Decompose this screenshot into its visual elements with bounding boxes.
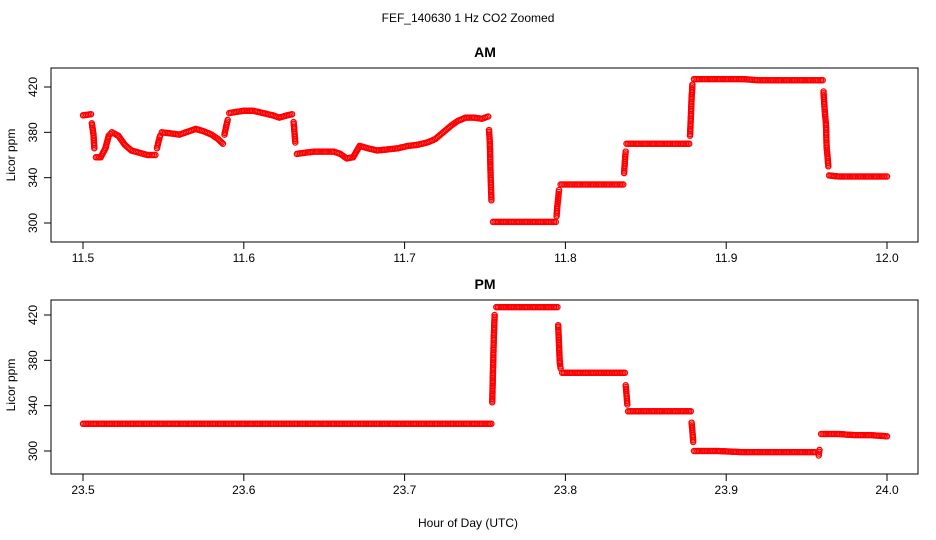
pm-data-point bbox=[621, 369, 629, 377]
am-x-tick-label: 11.9 bbox=[715, 251, 738, 265]
am-data-point bbox=[292, 139, 299, 146]
am-x-tick-label: 11.8 bbox=[554, 251, 577, 265]
am-data-point bbox=[484, 113, 492, 120]
am-data-point bbox=[152, 151, 159, 159]
pm-x-tick-label: 23.9 bbox=[715, 483, 739, 497]
am-y-tick-label: 380 bbox=[26, 122, 40, 142]
am-x-ticks: 11.5 11.6 11.7 11.8 11.9 12.0 bbox=[72, 242, 899, 265]
am-data-point bbox=[87, 110, 95, 118]
am-data-point bbox=[218, 139, 225, 146]
pm-data-points bbox=[79, 303, 891, 459]
pm-x-tick-label: 23.7 bbox=[393, 483, 417, 497]
am-data-point bbox=[685, 140, 693, 147]
pm-x-ticks: 23.5 23.6 23.7 23.8 23.9 24.0 bbox=[71, 474, 899, 497]
figure-title: FEF_140630 1 Hz CO2 Zoomed bbox=[382, 11, 555, 25]
pm-panel-title: PM bbox=[475, 276, 496, 292]
am-data-point bbox=[555, 186, 563, 194]
pm-x-tick-label: 24.0 bbox=[875, 483, 899, 497]
pm-y-ticks: 300 340 380 420 bbox=[26, 305, 51, 461]
am-data-point bbox=[689, 81, 696, 88]
pm-y-tick-label: 340 bbox=[26, 395, 40, 415]
am-data-point bbox=[488, 197, 495, 204]
pm-x-tick-label: 23.6 bbox=[232, 483, 256, 497]
am-plot-frame bbox=[50, 67, 919, 243]
am-data-point bbox=[825, 163, 832, 170]
am-data-point bbox=[91, 144, 98, 152]
am-y-axis-label: Licor ppm bbox=[4, 129, 18, 182]
pm-x-tick-label: 23.8 bbox=[554, 483, 578, 497]
pm-y-tick-label: 420 bbox=[26, 305, 40, 325]
pm-data-point bbox=[488, 420, 495, 428]
pm-data-point bbox=[816, 446, 823, 454]
pm-panel: PM Licor ppm 23.5 23.6 23.7 23.8 23.9 24.0 30… bbox=[4, 276, 919, 497]
am-y-tick-label: 420 bbox=[26, 77, 40, 97]
am-data-point bbox=[622, 148, 629, 155]
x-axis-label: Hour of Day (UTC) bbox=[418, 516, 518, 530]
pm-y-tick-label: 380 bbox=[26, 350, 40, 370]
am-data-point bbox=[883, 173, 891, 180]
am-y-tick-label: 300 bbox=[26, 213, 40, 233]
am-x-tick-label: 12.0 bbox=[875, 251, 899, 265]
pm-data-point bbox=[624, 401, 631, 408]
am-x-tick-label: 11.5 bbox=[72, 251, 95, 265]
pm-x-tick-label: 23.5 bbox=[71, 483, 95, 497]
am-y-tick-label: 340 bbox=[26, 167, 40, 187]
pm-data-point bbox=[491, 311, 498, 319]
am-y-ticks: 300 340 380 420 bbox=[26, 77, 51, 233]
pm-data-point bbox=[554, 303, 561, 311]
am-panel-title: AM bbox=[474, 44, 496, 60]
am-data-point bbox=[819, 76, 826, 84]
pm-y-tick-label: 300 bbox=[26, 441, 40, 461]
am-panel: AM Licor ppm 11.5 11.6 11.7 11.8 11.9 12.0 30… bbox=[4, 44, 919, 265]
pm-data-point bbox=[689, 438, 697, 446]
am-data-point bbox=[620, 181, 627, 188]
pm-data-point bbox=[883, 433, 891, 440]
am-data-point bbox=[219, 140, 227, 147]
am-data-point bbox=[224, 116, 231, 124]
am-x-tick-label: 11.7 bbox=[393, 251, 416, 265]
am-data-point bbox=[156, 132, 164, 139]
am-x-tick-label: 11.6 bbox=[233, 251, 256, 265]
pm-data-point bbox=[687, 408, 695, 415]
pm-y-axis-label: Licor ppm bbox=[4, 359, 18, 412]
am-data-points bbox=[79, 75, 891, 226]
am-data-point bbox=[288, 110, 296, 118]
pm-plot-frame bbox=[50, 299, 919, 475]
am-data-point bbox=[105, 132, 112, 139]
